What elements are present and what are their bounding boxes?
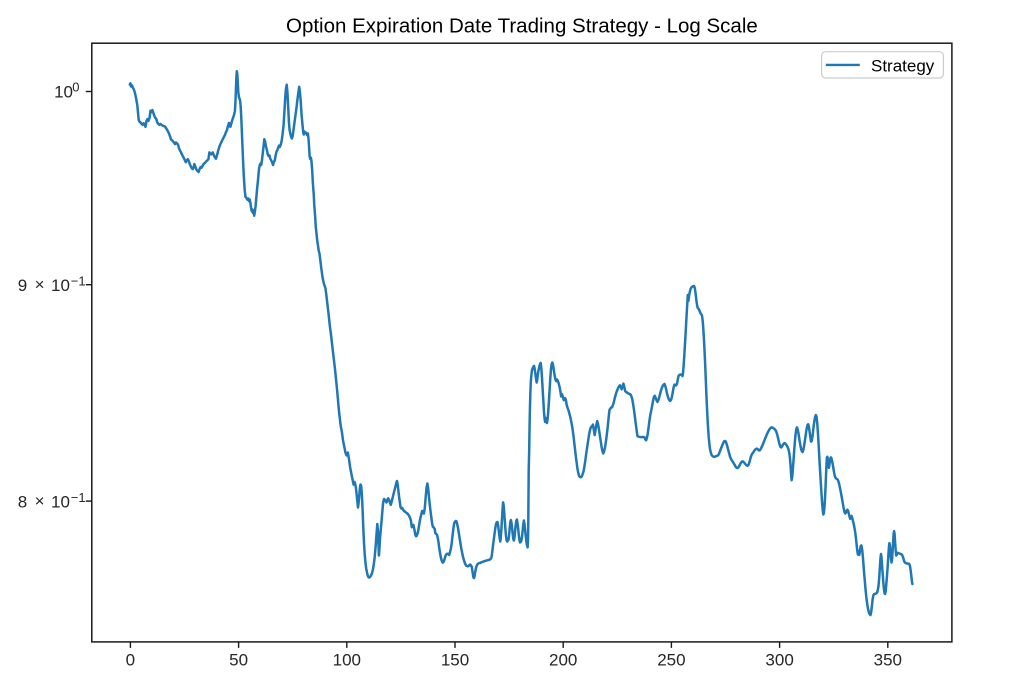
svg-text:10: 10 [51, 492, 70, 511]
svg-text:Option Expiration Date Trading: Option Expiration Date Trading Strategy … [286, 15, 758, 38]
svg-text:10: 10 [54, 83, 73, 102]
svg-text:−1: −1 [71, 490, 86, 505]
svg-text:50: 50 [229, 651, 248, 670]
svg-text:150: 150 [441, 651, 469, 670]
svg-text:100: 100 [333, 651, 361, 670]
svg-text:0: 0 [72, 80, 79, 95]
svg-text:350: 350 [874, 651, 902, 670]
svg-text:Strategy: Strategy [871, 56, 935, 75]
svg-text:8: 8 [18, 492, 27, 511]
svg-text:0: 0 [126, 651, 135, 670]
svg-text:10: 10 [51, 276, 70, 295]
svg-text:×: × [35, 275, 45, 294]
svg-text:×: × [35, 492, 45, 511]
svg-text:−1: −1 [71, 274, 86, 289]
svg-text:300: 300 [765, 651, 793, 670]
svg-text:200: 200 [549, 651, 577, 670]
svg-text:250: 250 [657, 651, 685, 670]
svg-text:9: 9 [18, 276, 27, 295]
